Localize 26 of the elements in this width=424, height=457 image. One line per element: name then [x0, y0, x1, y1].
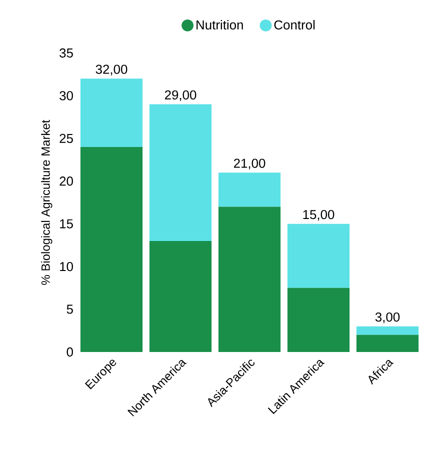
legend-label: Nutrition: [196, 20, 243, 30]
total-label: 32,00: [96, 64, 128, 76]
bar: [287, 224, 350, 288]
total-label: 21,00: [234, 158, 266, 170]
total-label: 15,00: [303, 210, 334, 221]
bar: [149, 240, 212, 352]
bar: [149, 104, 212, 241]
y-tick-label: 20: [60, 176, 73, 186]
total-label: 3,00: [375, 312, 400, 324]
y-tick-label: 25: [60, 134, 73, 144]
y-tick-label: 5: [66, 304, 73, 314]
y-axis-title: % Biological Agriculture Market: [41, 120, 52, 285]
bar: [80, 146, 143, 352]
y-tick-label: 15: [60, 219, 73, 228]
bar: [218, 206, 281, 352]
y-tick-label: 35: [60, 48, 73, 58]
bar: [218, 172, 281, 207]
total-label: 29,00: [164, 90, 196, 102]
y-tick-label: 30: [60, 91, 73, 100]
legend-label: Control: [274, 20, 315, 30]
bar: [287, 288, 350, 352]
bar: [356, 334, 419, 352]
y-tick-label: 0: [66, 347, 73, 357]
y-tick-label: 10: [60, 262, 73, 272]
bar: [80, 78, 143, 147]
bar: [356, 326, 419, 335]
